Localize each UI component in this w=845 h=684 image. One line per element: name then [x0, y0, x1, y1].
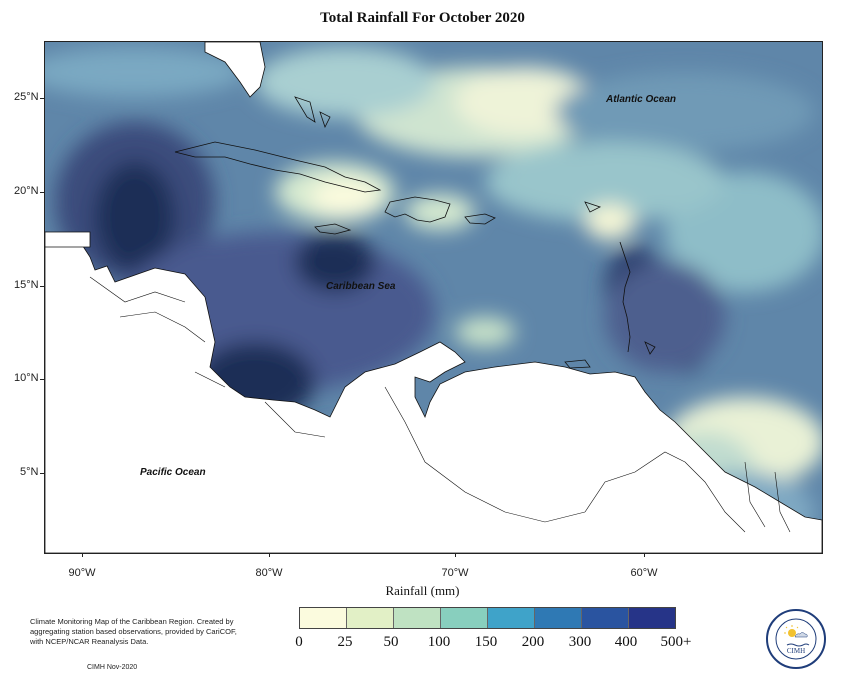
lat-tick — [40, 473, 44, 474]
lon-label-80w: 80°W — [255, 567, 283, 579]
colorbar-tick-label: 25 — [337, 634, 353, 650]
colorbar-swatch-4 — [488, 608, 535, 628]
colorbar-tick-label: 100 — [427, 634, 451, 650]
colorbar-swatch-0 — [300, 608, 347, 628]
credit: CIMH Nov-2020 — [87, 664, 138, 671]
colorbar-tick-label: 300 — [568, 634, 592, 650]
lat-tick — [40, 379, 44, 380]
lon-label-60w: 60°W — [630, 567, 658, 579]
lat-tick — [40, 286, 44, 287]
lon-tick — [644, 553, 645, 557]
colorbar-tick-labels: 0 25 50 100 150 200 300 400 500+ — [0, 634, 845, 654]
lon-label-70w: 70°W — [441, 567, 469, 579]
colorbar-tick-label: 150 — [474, 634, 498, 650]
colorbar-swatch-6 — [582, 608, 629, 628]
rainfall-map — [44, 41, 823, 554]
pacific-ocean-label: Pacific Ocean — [140, 467, 206, 478]
lat-label-5n: 5°N — [20, 466, 39, 478]
colorbar-swatch-3 — [441, 608, 488, 628]
lat-label-15n: 15°N — [14, 279, 39, 291]
colorbar-swatch-2 — [394, 608, 441, 628]
lat-label-25n: 25°N — [14, 91, 39, 103]
florida — [204, 42, 266, 98]
lon-tick — [455, 553, 456, 557]
colorbar — [299, 607, 676, 629]
atlantic-ocean-label: Atlantic Ocean — [606, 94, 677, 105]
lat-label-10n: 10°N — [14, 372, 39, 384]
cimh-logo-text: CIMH — [787, 647, 805, 655]
caribbean-sea-label: Caribbean Sea — [326, 281, 396, 292]
footnote: Climate Monitoring Map of the Caribbean … — [30, 617, 237, 646]
lat-tick — [40, 98, 44, 99]
country-borders — [89, 276, 791, 533]
lon-tick — [269, 553, 270, 557]
colorbar-tick-label: 400 — [614, 634, 638, 650]
lat-label-20n: 20°N — [14, 185, 39, 197]
map-title: Total Rainfall For October 2020 — [320, 10, 525, 26]
land-mass — [45, 231, 822, 553]
lon-tick — [82, 553, 83, 557]
cimh-logo: CIMH — [766, 609, 826, 669]
colorbar-tick-label: 0 — [295, 634, 303, 650]
colorbar-swatch-5 — [535, 608, 582, 628]
island-outlines — [174, 96, 656, 369]
colorbar-tick-label: 50 — [383, 634, 399, 650]
colorbar-title: Rainfall (mm) — [385, 583, 460, 598]
colorbar-tick-label: 200 — [521, 634, 545, 650]
colorbar-tick-label: 500+ — [660, 634, 692, 650]
colorbar-swatch-1 — [347, 608, 394, 628]
lat-tick — [40, 192, 44, 193]
colorbar-swatch-7 — [629, 608, 675, 628]
sun-cloud-icon — [784, 625, 810, 647]
lon-label-90w: 90°W — [68, 567, 96, 579]
rainfall-map-canvas — [45, 42, 822, 553]
